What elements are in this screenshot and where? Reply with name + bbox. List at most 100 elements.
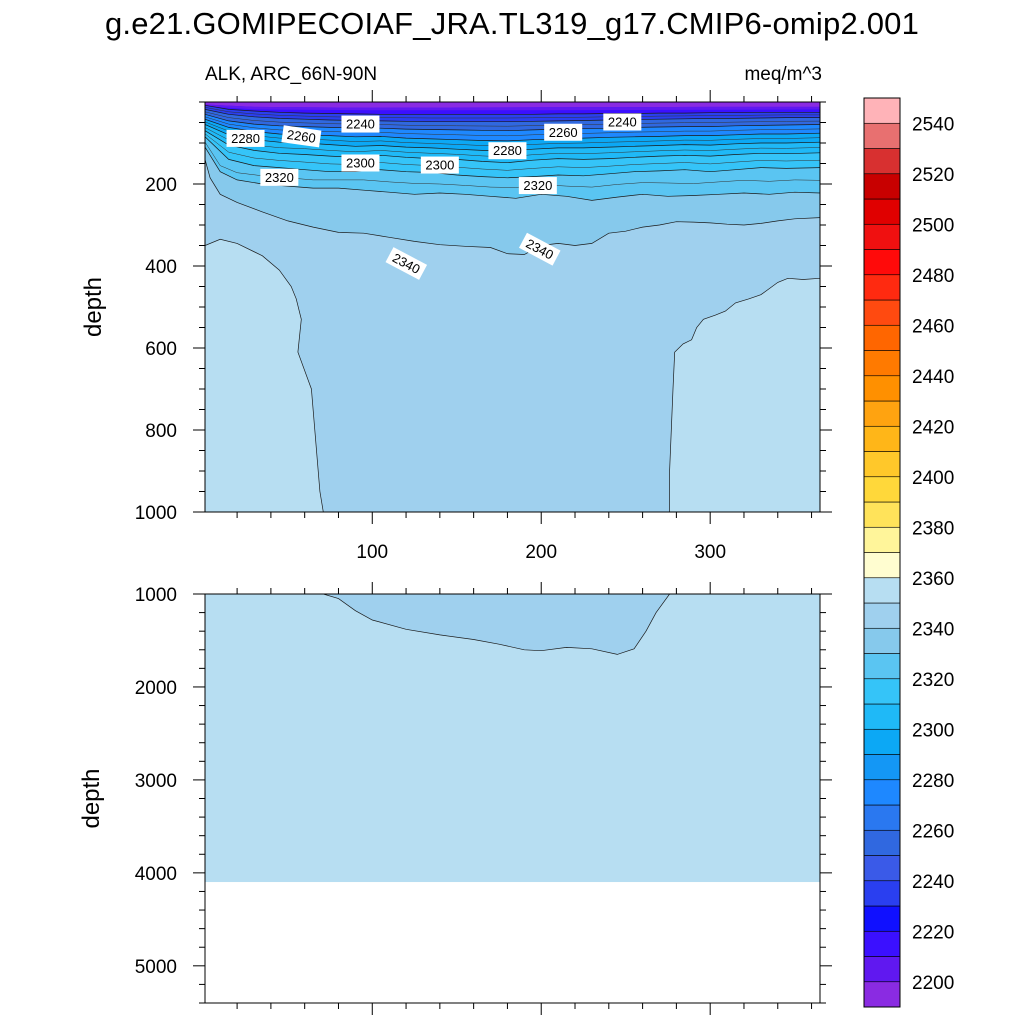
upper-y-tick-label: 800 [145,421,177,442]
contour-label-box [519,232,561,266]
colorbar-label: 2520 [912,165,954,186]
colorbar-label: 2280 [912,771,954,792]
colorbar-swatch [863,400,901,427]
contour-label-box [226,129,265,147]
upper-x-tick-label: 200 [525,542,557,563]
lower-y-tick-label: 3000 [135,771,177,792]
colorbar-label: 2200 [912,973,954,994]
colorbar-swatch [863,476,901,503]
contour-label-box [544,123,583,141]
colorbar-swatch [863,350,901,377]
colorbar-label: 2500 [912,215,954,236]
colorbar-label: 2220 [912,922,954,943]
colorbar-swatch [863,375,901,402]
colorbar-swatch [863,148,901,175]
upper-y-tick-label: 600 [145,339,177,360]
colorbar-swatch [863,173,901,200]
contour-label: 2240 [341,115,380,133]
upper-y-tick-label: 200 [145,175,177,196]
lower-y-tick-label: 1000 [135,585,177,606]
lower-seafloor-missing [205,882,820,1003]
chart-title: g.e21.GOMIPECOIAF_JRA.TL319_g17.CMIP6-om… [104,6,920,41]
contour-label-box [341,154,380,172]
contour-line-minor [205,111,820,127]
contour-label-box [260,168,299,186]
contour-label: 2280 [488,142,527,160]
contour-label: 2260 [281,125,322,148]
contour-label-text: 2240 [346,117,375,132]
colorbar-swatch [863,855,901,882]
contour-line-2360 [669,277,820,512]
colorbar-swatch [863,779,901,806]
colorbar-label: 2420 [912,417,954,438]
contour-label-box [603,113,642,131]
colorbar-swatch [863,577,901,604]
contour-line-2330 [205,146,820,201]
fill-band-2350 [205,159,820,512]
contour-line-minor [205,133,820,171]
contour-label-text: 2260 [549,125,578,140]
upper-y-axis-title: depth [80,277,107,337]
upper-x-tick-label: 300 [694,542,726,563]
lower-y-axis-title: depth [78,768,105,828]
colorbar-swatch [863,880,901,907]
contour-label-box [385,247,428,280]
colorbar-swatch [863,324,901,351]
contour-label-text: 2280 [493,143,522,158]
colorbar-label: 2300 [912,720,954,741]
colorbar-swatch [863,451,901,478]
colorbar-swatch [863,425,901,452]
colorbar-swatch [863,223,901,250]
contour-line-2260 [205,113,820,132]
contour-label-box [281,125,322,148]
colorbar-swatch [863,552,901,579]
colorbar-frame [863,97,901,1008]
colorbar-label: 2260 [912,821,954,842]
colorbar-swatch [863,299,901,326]
colorbar-swatch [863,703,901,730]
colorbar-label: 2460 [912,316,954,337]
colorbar-swatch [863,981,901,1008]
colorbar-label: 2400 [912,468,954,489]
colorbar-label: 2340 [912,619,954,640]
colorbar-swatch [863,501,901,528]
contour-label: 2280 [226,129,265,147]
contour-label-box [488,142,527,160]
contour-label-text: 2240 [608,115,637,130]
contour-label-text: 2320 [265,170,294,185]
colorbar-swatch [863,198,901,225]
contour-label: 2300 [420,156,459,174]
upper-y-tick-label: 400 [145,257,177,278]
colorbar-label: 2540 [912,114,954,135]
colorbar-swatch [863,274,901,301]
colorbar-swatch [863,97,901,124]
upper-panel-fills [205,102,820,512]
contour-label: 2320 [260,168,299,186]
colorbar-label: 2360 [912,569,954,590]
colorbar-swatch [863,728,901,755]
colorbar-label: 2440 [912,367,954,388]
contour-label-text: 2300 [425,158,454,173]
contour-line-2240 [205,109,820,123]
colorbar-label: 2380 [912,518,954,539]
colorbar-swatch [863,930,901,957]
colorbar-swatch [863,804,901,831]
contour-label-text: 2300 [346,156,375,171]
contour-line-2220 [205,104,820,115]
contour-label: 2320 [518,177,557,195]
lower-y-tick-label: 2000 [135,678,177,699]
colorbar-swatch [863,526,901,553]
fill-band-2210 [205,104,820,111]
contour-label-box [341,115,380,133]
lower-panel-fills [205,594,820,1003]
colorbar-swatch [863,249,901,276]
contour-label-text: 2320 [523,178,552,193]
colorbar: 2200 2220 2240 2260 2280 2300 2320 2340 2360 2380… [863,97,954,1008]
colorbar-swatch [863,956,901,983]
colorbar-label: 2480 [912,266,954,287]
contour-line-2350 [323,594,670,655]
contour-label-text: 2280 [231,131,260,146]
colorbar-swatch [863,905,901,932]
contour-label-text: 2260 [286,127,317,146]
